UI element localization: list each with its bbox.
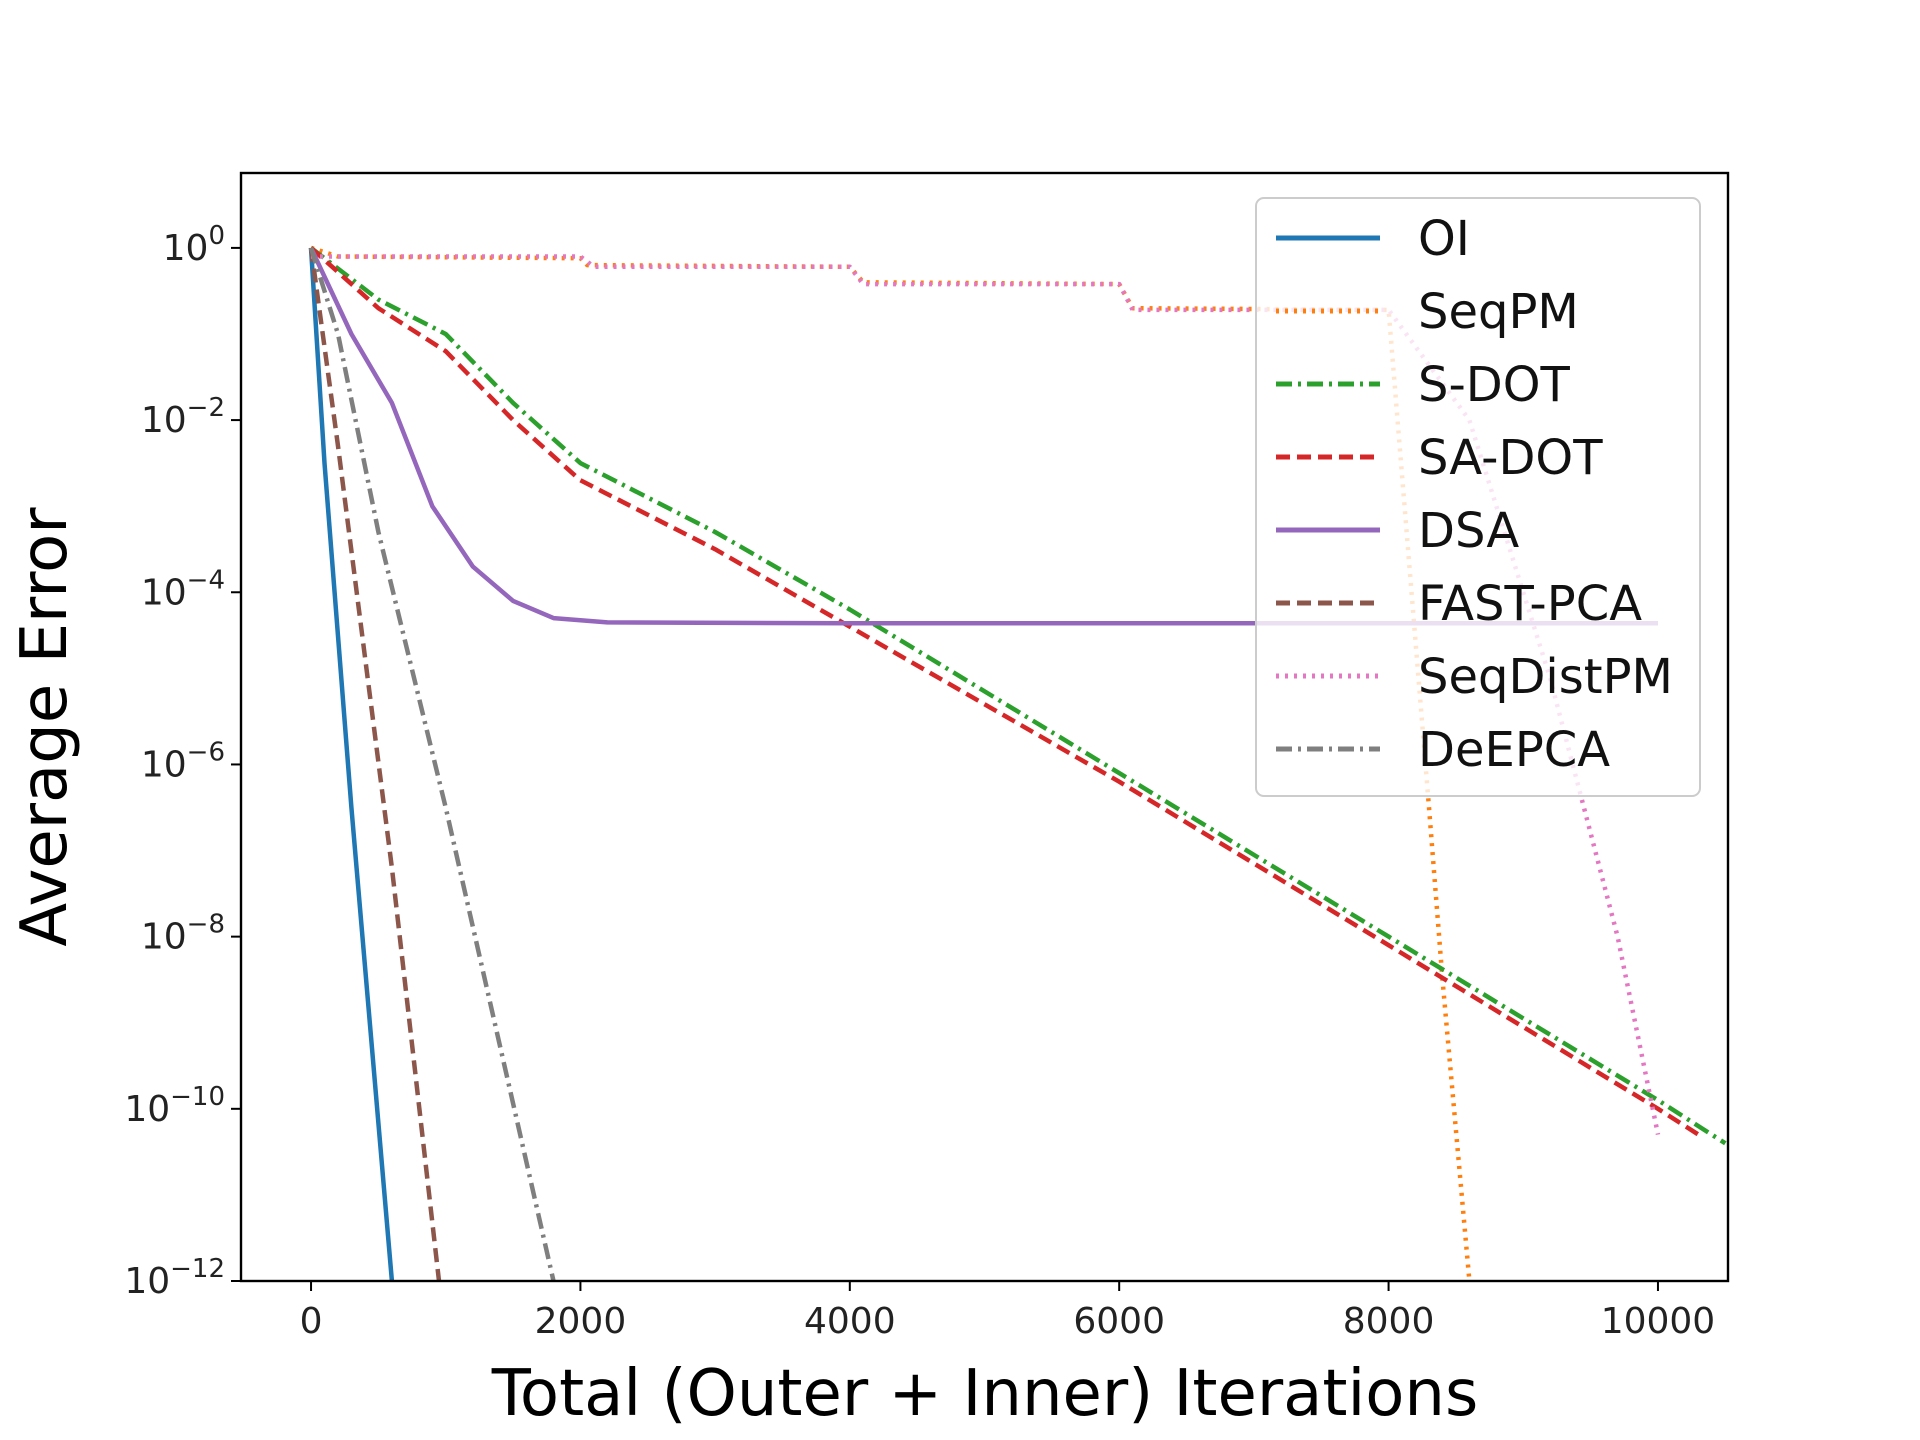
legend-label: S-DOT (1418, 357, 1571, 413)
legend-item-oi: OI (1276, 211, 1470, 267)
x-tick-label: 8000 (1343, 1301, 1435, 1342)
series-line-sa-dot (309, 246, 1700, 1137)
x-tick-label: 0 (300, 1301, 323, 1342)
plot-lines (308, 245, 1727, 1281)
series-line-seqpm (310, 245, 1472, 1281)
x-axis-title: Total (Outer + Inner) Iterations (491, 1357, 1479, 1431)
y-tick-label: 10−4 (141, 565, 225, 613)
y-tick-label: 10−10 (124, 1082, 225, 1130)
legend-item-fast-pca: FAST-PCA (1276, 576, 1642, 632)
legend-item-s-dot: S-DOT (1276, 357, 1571, 413)
y-tick-exponent: −2 (187, 393, 225, 423)
y-tick-label: 10−2 (141, 393, 225, 441)
legend-label: DeEPCA (1418, 722, 1610, 778)
y-tick-base: 10 (141, 744, 187, 785)
legend-frame (1255, 197, 1701, 797)
y-tick-base: 10 (124, 1089, 170, 1130)
legend-item-deepca: DeEPCA (1276, 722, 1610, 778)
series-line-deepca (308, 247, 556, 1281)
y-tick-exponent: −10 (170, 1082, 225, 1112)
series-line-fast-pca (308, 247, 442, 1281)
y-tick-exponent: −8 (187, 910, 225, 940)
x-tick-label: 10000 (1601, 1301, 1716, 1342)
y-tick-base: 10 (141, 917, 187, 958)
y-tick-exponent: −6 (187, 737, 225, 767)
y-tick-label: 100 (163, 221, 225, 269)
legend-label: SeqDistPM (1418, 649, 1673, 705)
legend-item-seqpm: SeqPM (1276, 284, 1579, 340)
y-tick-exponent: −4 (187, 565, 225, 595)
legend-item-sa-dot: SA-DOT (1276, 430, 1603, 486)
y-tick-exponent: −12 (170, 1254, 225, 1284)
y-tick-label: 10−6 (141, 737, 225, 785)
legend-item-dsa: DSA (1276, 503, 1519, 559)
y-tick-base: 10 (141, 400, 187, 441)
y-tick-base: 10 (163, 228, 209, 269)
x-axis-ticks: 0 2000 4000 6000 8000 10000 (300, 1281, 1716, 1342)
legend-item-seqdistpm: SeqDistPM (1276, 649, 1673, 705)
series-line-oi (308, 247, 395, 1281)
legend-label: SeqPM (1418, 284, 1579, 340)
legend-label: SA-DOT (1418, 430, 1603, 486)
y-tick-label: 10−12 (124, 1254, 225, 1302)
series-line-dsa (308, 246, 1658, 626)
x-tick-label: 4000 (804, 1301, 896, 1342)
legend: OI SeqPM S-DOT SA-DOT DSA FAST-PCA SeqDistPM De… (1255, 197, 1701, 797)
y-axis-title: Average Error (8, 507, 82, 947)
legend-label: FAST-PCA (1418, 576, 1642, 632)
series-line-s-dot (309, 246, 1727, 1146)
y-tick-label: 10−8 (141, 910, 225, 958)
legend-label: DSA (1418, 503, 1519, 559)
y-tick-exponent: 0 (208, 221, 225, 251)
y-tick-base: 10 (124, 1261, 170, 1302)
legend-label: OI (1418, 211, 1470, 267)
y-tick-base: 10 (141, 572, 187, 613)
x-tick-label: 2000 (535, 1301, 627, 1342)
plot-area-frame (239, 171, 1730, 1283)
x-tick-label: 6000 (1073, 1301, 1165, 1342)
